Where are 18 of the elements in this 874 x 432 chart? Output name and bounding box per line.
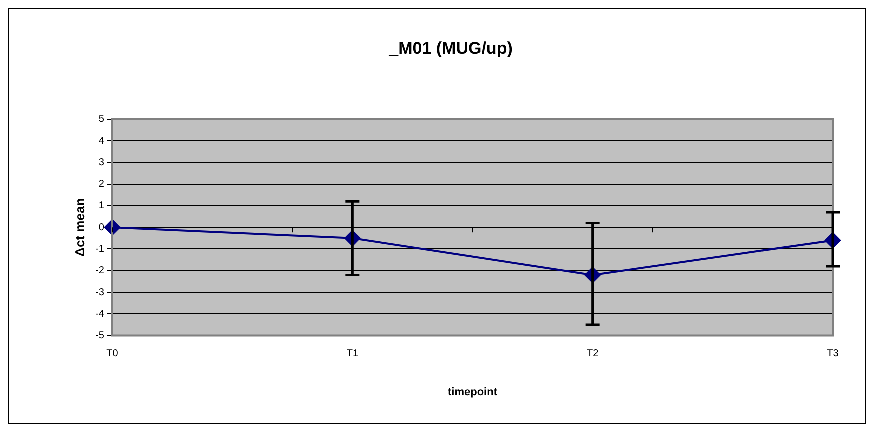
y-tick-label: -3 [96,287,105,298]
chart-title: _M01 (MUG/up) [388,38,513,58]
y-axis-title: Δct mean [72,198,88,257]
x-tick-label: T2 [586,348,600,360]
y-tick-label: -4 [96,308,105,320]
y-tick-label: 4 [98,136,105,147]
x-axis-title: timepoint [448,386,498,398]
y-tick-label: 2 [98,179,105,190]
x-tick-label: T0 [106,348,119,360]
y-tick-label: -5 [96,330,105,342]
x-tick-label: T1 [346,348,359,360]
y-tick-label: 5 [98,114,105,126]
y-tick-label: 3 [98,157,105,168]
x-tick-label: T3 [827,348,840,360]
y-tick-label: 0 [98,222,105,234]
y-tick-label: -1 [96,244,105,255]
y-tick-label: -2 [96,266,105,277]
y-tick-label: 1 [98,200,105,212]
